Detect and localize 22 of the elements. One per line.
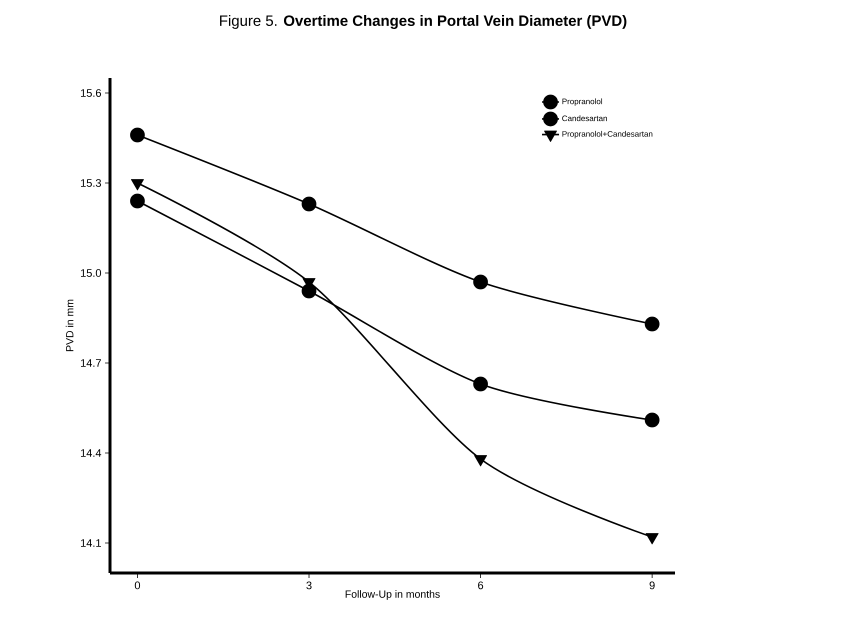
x-tick-label: 3: [306, 582, 312, 590]
point: [474, 455, 488, 466]
y-tick-label: 14.4: [81, 449, 102, 457]
point: [302, 196, 316, 212]
point: [130, 128, 145, 142]
x-tick-label: 6: [478, 582, 484, 590]
point: [644, 316, 660, 332]
x-tick-label: 9: [650, 582, 655, 590]
y-tick-label: 14.7: [81, 359, 101, 367]
point: [130, 194, 145, 208]
y-tick-label: 15.0: [81, 269, 102, 277]
y-axis-title: PVD in mm: [66, 300, 74, 352]
point: [473, 376, 488, 392]
chart-title: Figure 5. Overtime Changes in Portal Vein Diameter (PVD): [220, 14, 626, 29]
y-tick-label: 15.3: [81, 179, 102, 187]
y-tick-label: 14.1: [81, 539, 101, 547]
x-axis-title: Follow-Up in months: [346, 590, 440, 600]
y-tick-label: 15.6: [81, 89, 102, 97]
point: [473, 274, 488, 290]
point: [646, 533, 659, 544]
x-tick-label: 0: [134, 582, 140, 590]
point: [644, 412, 660, 428]
